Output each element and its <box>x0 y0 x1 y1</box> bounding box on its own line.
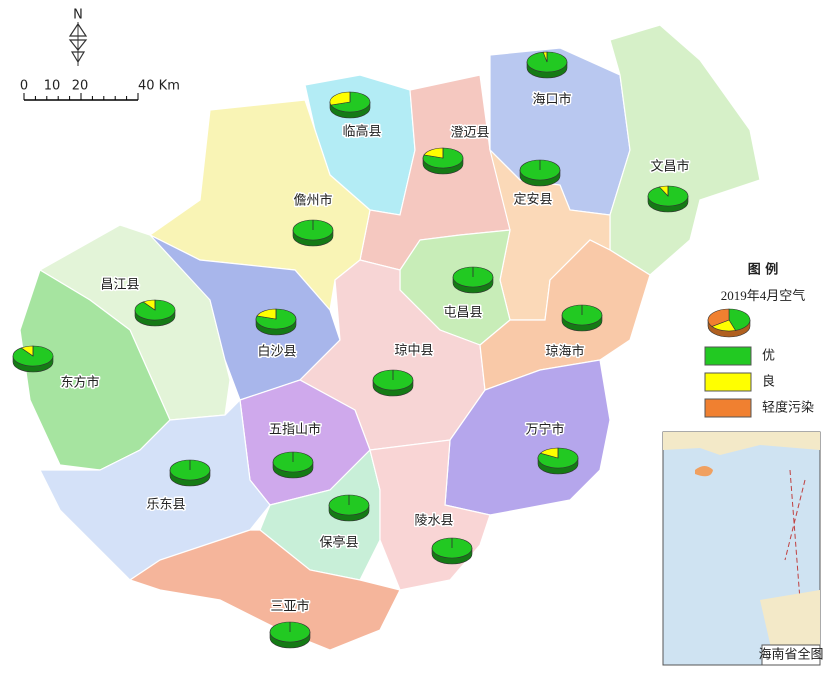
pie-slice <box>707 308 730 327</box>
scale-label: 40 Km <box>138 79 180 94</box>
region-label: 白沙县 <box>257 344 296 360</box>
legend-swatch <box>704 372 752 392</box>
inset-map: 海南省全图 <box>662 431 824 666</box>
pie-slice <box>728 308 751 331</box>
inset-boundary <box>784 469 806 601</box>
scale-label: 10 <box>44 79 61 94</box>
region-label: 万宁市 <box>525 422 564 438</box>
legend-swatch <box>704 346 752 366</box>
region-label: 三亚市 <box>270 599 309 615</box>
region-label: 儋州市 <box>293 193 332 209</box>
inset-hainan <box>695 466 713 477</box>
legend-label: 轻度污染 <box>762 400 814 416</box>
region-label: 定安县 <box>513 193 552 208</box>
legend-pie <box>707 308 751 338</box>
region-label: 临高县 <box>342 124 381 140</box>
region-label: 海口市 <box>532 92 571 108</box>
legend-subtitle: 2019年4月空气 <box>721 288 806 303</box>
region-label: 文昌市 <box>650 159 689 175</box>
inset-land <box>663 432 820 455</box>
region-label: 琼中县 <box>394 344 433 359</box>
region-label: 陵水县 <box>414 514 453 529</box>
scale-label: 20 <box>72 79 89 94</box>
region-label: 保亭县 <box>319 535 358 551</box>
legend-title: 图 例 <box>748 262 779 278</box>
region-label: 澄迈县 <box>450 126 489 141</box>
pies <box>12 51 689 649</box>
pie-slice <box>330 91 371 113</box>
legend-label: 良 <box>762 374 775 390</box>
region-label: 东方市 <box>60 375 99 391</box>
north-label: N <box>73 8 83 23</box>
scale-bar: 0 10 20 40 Km <box>20 79 180 101</box>
north-arrow: N <box>68 8 88 66</box>
region <box>128 529 401 651</box>
pie-slice <box>329 91 351 106</box>
region-label: 五指山市 <box>269 422 321 438</box>
region-label: 昌江县 <box>100 278 139 293</box>
legend-label: 优 <box>762 349 775 364</box>
region <box>609 24 761 276</box>
region-label: 乐东县 <box>146 498 185 513</box>
scale-label: 0 <box>20 79 28 94</box>
region-label: 屯昌县 <box>443 306 482 321</box>
inset-caption-box <box>761 644 821 666</box>
region-label: 琼海市 <box>545 344 584 360</box>
legend-swatch <box>704 398 752 418</box>
regions <box>19 24 761 651</box>
inset-caption: 海南省全图 <box>758 647 823 663</box>
